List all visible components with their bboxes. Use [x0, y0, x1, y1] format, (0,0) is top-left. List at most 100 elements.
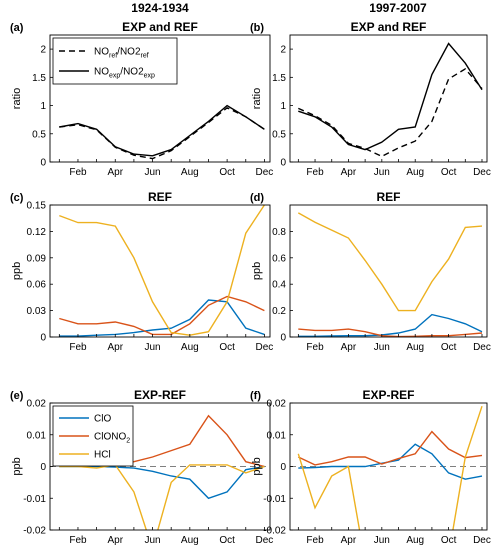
x-tick-label: Oct	[441, 535, 457, 546]
panels: EXP and REF Feb Apr Jun Aug Oct Dec 0 0.5 1 1.5 2 ra…	[10, 20, 491, 546]
y-tick-label: 2	[40, 45, 46, 56]
series-line-norefno2ref	[59, 106, 265, 160]
panel-title: EXP-REF	[362, 388, 414, 402]
y-tick-label: 0.02	[267, 399, 287, 410]
y-tick-label: 0.8	[272, 227, 286, 238]
y-tick-label: 0.09	[27, 253, 47, 264]
legend: ClO ClONO2 HCl	[52, 405, 134, 467]
x-tick-label: Jun	[144, 167, 160, 178]
series-line-clono2	[298, 328, 483, 337]
series-group	[59, 205, 265, 337]
y-tick-label: 0.15	[27, 201, 47, 212]
x-tick-label: Jun	[144, 535, 160, 546]
y-tick-label: 0.01	[27, 430, 47, 441]
x-tick-label: Dec	[256, 535, 274, 546]
legend-label: NOexp/NO2exp	[94, 67, 155, 80]
y-tick-label: 0.06	[27, 280, 47, 291]
x-tick-label: Aug	[181, 342, 199, 353]
y-axis-label: ppb	[251, 262, 263, 280]
series-line-hcl	[59, 205, 265, 336]
plot-frame	[49, 34, 271, 163]
panel-e: EXP-REF Feb Apr Jun Aug Oct Dec -0.02 -0.01 0 0.01…	[10, 388, 274, 546]
y-tick-label: 0.12	[27, 227, 47, 238]
series-group	[59, 104, 265, 160]
legend-box	[52, 37, 178, 85]
series-line-norefno2ref	[298, 67, 483, 158]
panel-title: EXP and REF	[351, 20, 427, 34]
panel-tag: (a)	[10, 22, 24, 34]
y-tick-label: -0.02	[23, 526, 46, 537]
x-tick-label: Oct	[441, 167, 457, 178]
column-title-right: 1997-2007	[369, 1, 427, 15]
series-line-hcl	[59, 464, 265, 530]
series-line-clono2	[59, 295, 265, 336]
x-tick-label: Aug	[406, 342, 424, 353]
x-tick-label: Aug	[181, 535, 199, 546]
series-group	[297, 212, 483, 337]
x-tick-label: Jun	[374, 167, 390, 178]
x-tick-label: Jun	[374, 342, 390, 353]
y-axis-label: ppb	[11, 262, 23, 280]
y-tick-label: 0.4	[272, 280, 286, 291]
panel-tag: (b)	[250, 22, 264, 34]
plot-frame	[289, 34, 488, 163]
y-tick-label: 0.01	[267, 430, 287, 441]
y-tick-label: 0.02	[27, 399, 47, 410]
x-tick-label: Feb	[69, 342, 87, 353]
x-tick-label: Dec	[473, 342, 491, 353]
y-tick-label: 2	[280, 45, 286, 56]
y-tick-label: 0.5	[32, 129, 46, 140]
x-tick-label: Feb	[306, 342, 324, 353]
y-tick-label: 0.03	[27, 306, 47, 317]
series-line-clono2	[298, 430, 483, 466]
y-tick-label: 0	[280, 333, 286, 344]
plot-frame	[49, 204, 271, 338]
y-tick-label: 0	[280, 158, 286, 169]
series-line-noexpno2exp	[59, 104, 265, 157]
x-tick-label: Dec	[256, 167, 274, 178]
panel-title: REF	[377, 190, 401, 204]
legend-label: HCl	[94, 450, 111, 461]
panel-b: EXP and REF Feb Apr Jun Aug Oct Dec 0 0.5 1 1.5 2 ra…	[250, 20, 491, 178]
x-tick-label: Feb	[306, 535, 324, 546]
y-tick-label: 0	[40, 158, 46, 169]
series-group	[298, 42, 483, 158]
panel-tag: (f)	[250, 390, 261, 402]
x-tick-label: Feb	[306, 167, 324, 178]
series-line-hcl	[297, 405, 483, 530]
panel-title: EXP and REF	[122, 20, 198, 34]
y-axis-label: ratio	[251, 88, 263, 109]
x-tick-label: Apr	[107, 342, 123, 353]
series-line-hcl	[297, 212, 483, 312]
y-tick-label: 1.5	[32, 73, 46, 84]
legend: NOref/NO2ref NOexp/NO2exp	[52, 37, 178, 85]
plot-frame	[289, 402, 488, 531]
column-title-left: 1924-1934	[131, 1, 189, 15]
y-tick-label: 1	[280, 101, 286, 112]
y-axis-label: ppb	[11, 457, 23, 475]
x-tick-label: Oct	[441, 342, 457, 353]
y-tick-label: 1.5	[272, 73, 286, 84]
x-tick-label: Dec	[473, 167, 491, 178]
series-line-noexpno2exp	[298, 42, 483, 151]
x-tick-label: Apr	[341, 167, 357, 178]
panel-title: EXP-REF	[134, 388, 186, 402]
y-tick-label: 1	[40, 101, 46, 112]
legend-label: NOref/NO2ref	[94, 47, 149, 60]
y-tick-label: 0.5	[272, 129, 286, 140]
x-tick-label: Apr	[341, 535, 357, 546]
x-tick-label: Oct	[219, 167, 235, 178]
x-tick-label: Aug	[181, 167, 199, 178]
panel-title: REF	[148, 190, 172, 204]
series-line-clo	[59, 299, 265, 337]
y-axis-label: ppb	[251, 457, 263, 475]
y-tick-label: 0	[40, 333, 46, 344]
x-tick-label: Dec	[473, 535, 491, 546]
x-tick-label: Feb	[69, 167, 87, 178]
x-tick-label: Oct	[219, 535, 235, 546]
y-tick-label: 0.2	[272, 306, 286, 317]
y-tick-label: 0	[40, 462, 46, 473]
x-tick-label: Oct	[219, 342, 235, 353]
